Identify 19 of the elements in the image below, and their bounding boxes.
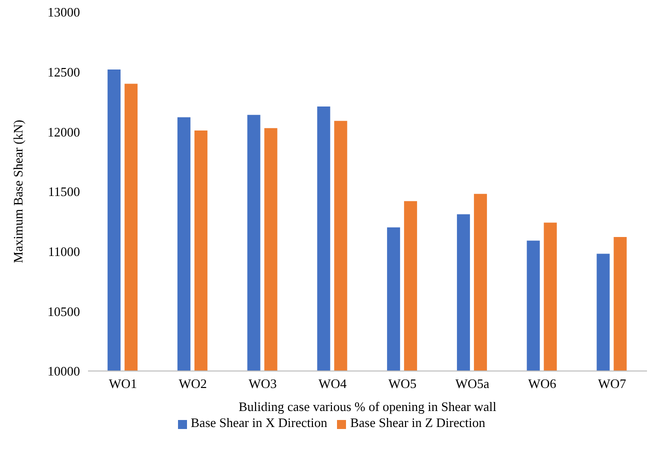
legend-label: Base Shear in X Direction [190, 415, 328, 430]
x-axis-title: Buliding case various % of opening in Shear wall [238, 399, 497, 414]
x-tick-label: WO5 [388, 376, 417, 392]
y-tick-label: 13000 [48, 4, 80, 20]
x-tick-label: WO5a [455, 376, 490, 392]
x-tick-label: WO7 [598, 376, 627, 392]
y-axis-title: Maximum Base Shear (kN) [10, 120, 26, 264]
y-tick-label: 12500 [48, 64, 80, 80]
y-tick-label: 10000 [48, 364, 80, 379]
x-tick-label: WO2 [178, 376, 207, 392]
y-tick-label: 11500 [48, 184, 80, 200]
x-tick-label: WO6 [528, 376, 557, 392]
y-tick-label: 11000 [48, 244, 80, 259]
x-tick-label: WO1 [108, 376, 138, 392]
x-tick-label: WO4 [318, 376, 348, 392]
legend-label: Base Shear in Z Direction [350, 415, 486, 430]
y-tick-label: 12000 [48, 124, 80, 140]
x-tick-label: WO3 [248, 376, 277, 392]
y-tick-label: 10500 [48, 304, 80, 319]
